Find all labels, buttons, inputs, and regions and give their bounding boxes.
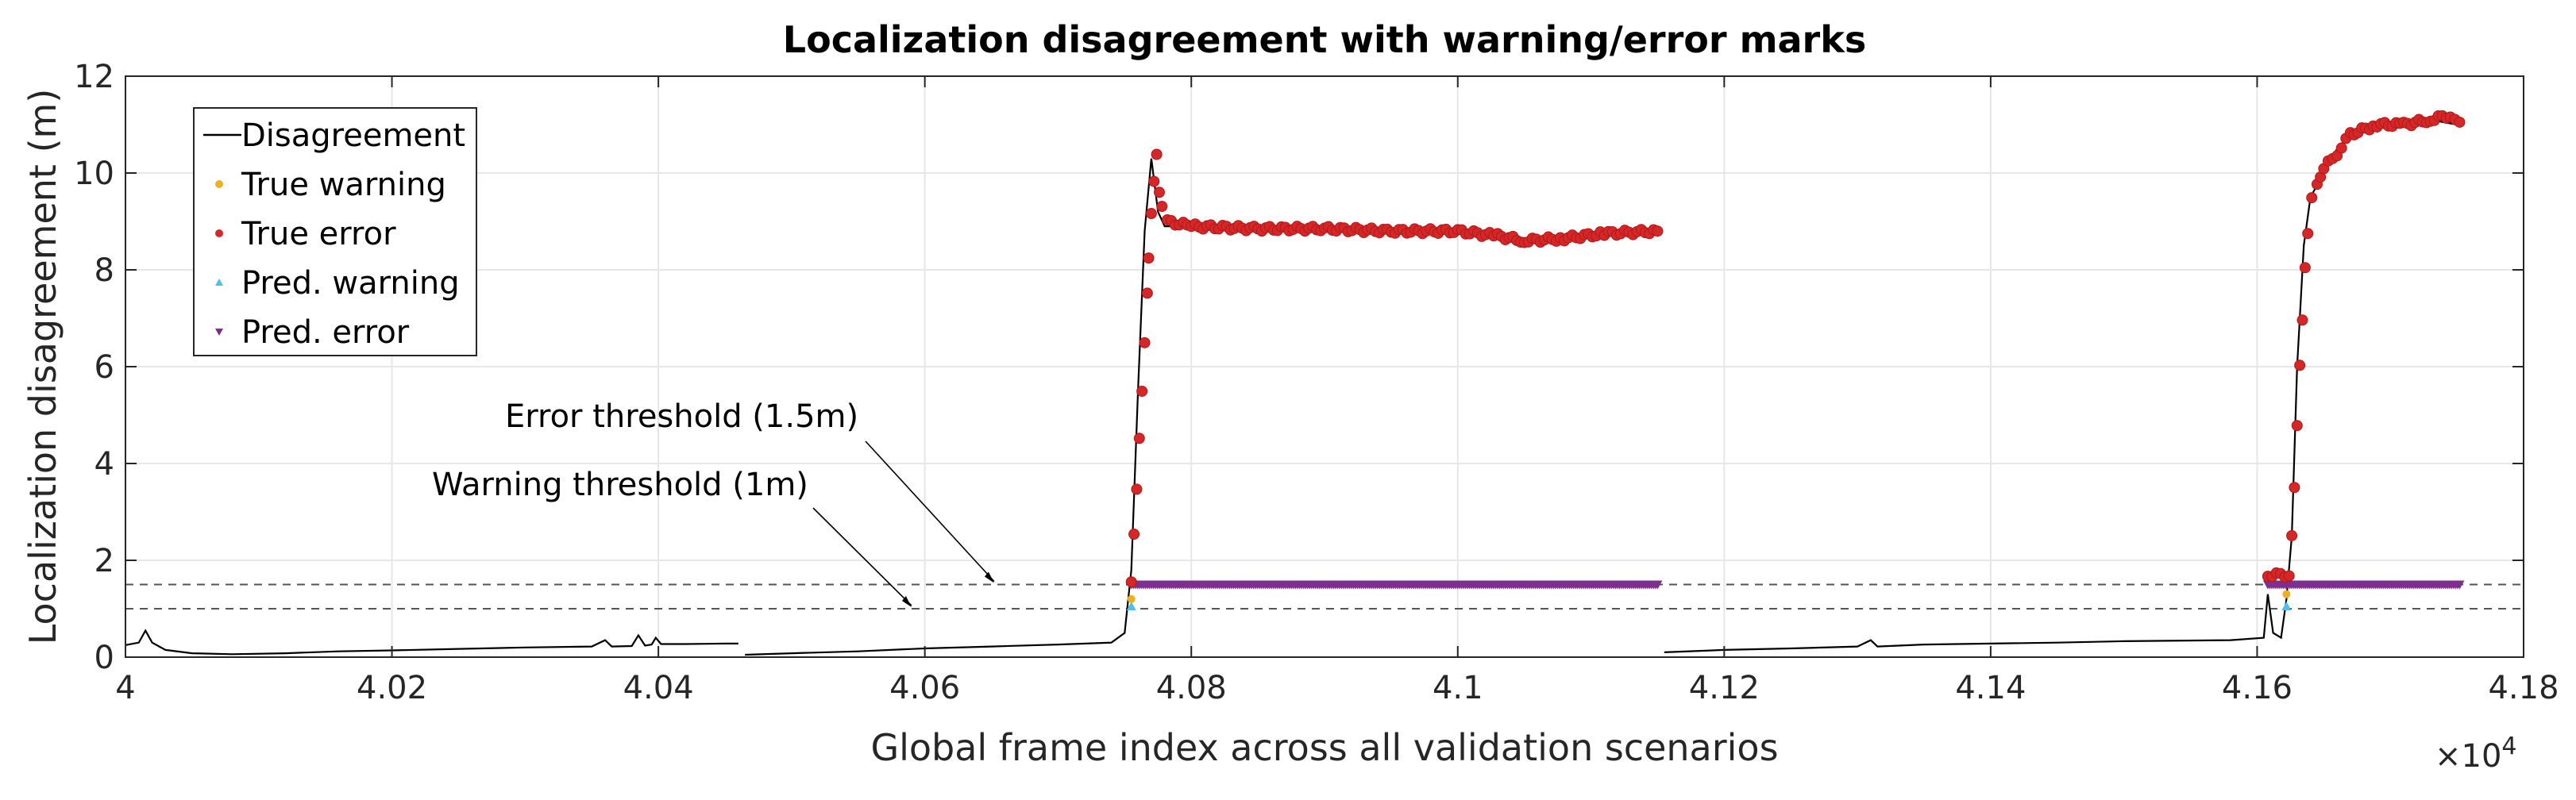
true-error-point bbox=[1131, 483, 1143, 495]
true-error-point bbox=[1145, 208, 1157, 220]
legend-swatch-true-error bbox=[215, 229, 223, 237]
true-error-point bbox=[1128, 529, 1140, 540]
legend-label: True warning bbox=[241, 167, 446, 203]
y-tick-label: 4 bbox=[94, 446, 114, 483]
x-multiplier-base: ×10 bbox=[2435, 738, 2501, 775]
warning-threshold-arrowhead bbox=[901, 596, 912, 607]
x-tick-label: 4.18 bbox=[2488, 670, 2559, 706]
legend-swatch-pred-warning bbox=[215, 279, 223, 286]
true-error-point bbox=[2291, 420, 2303, 432]
true-error-point bbox=[2454, 116, 2466, 128]
true-error-point bbox=[1652, 225, 1664, 237]
x-tick-label: 4.04 bbox=[623, 670, 694, 706]
true-error-point bbox=[1151, 148, 1163, 160]
warning-threshold-annotation: Warning threshold (1m) bbox=[432, 467, 808, 503]
true-error-point bbox=[1141, 287, 1153, 299]
chart-title: Localization disagreement with warning/e… bbox=[783, 18, 1866, 61]
series-layer bbox=[125, 110, 2466, 656]
error-threshold-arrow bbox=[865, 440, 995, 583]
true-error-point bbox=[1139, 337, 1151, 348]
y-tick-label: 10 bbox=[74, 156, 114, 192]
legend-box bbox=[193, 107, 477, 356]
x-tick-label: 4.1 bbox=[1433, 670, 1483, 706]
y-tick-label: 6 bbox=[94, 349, 114, 386]
disagreement-line bbox=[125, 629, 738, 656]
error-threshold-annotation: Error threshold (1.5m) bbox=[505, 398, 858, 435]
pred-warning-point bbox=[1126, 601, 1136, 610]
warning-threshold-arrow bbox=[812, 507, 912, 606]
true-error-point bbox=[2283, 570, 2295, 582]
x-tick-label: 4.16 bbox=[2222, 670, 2293, 706]
y-axis-label: Localization disagreement (m) bbox=[21, 89, 64, 645]
legend-label: Pred. error bbox=[241, 314, 410, 351]
true-error-point bbox=[1153, 187, 1165, 198]
y-tick-label: 2 bbox=[94, 543, 114, 579]
x-multiplier-exponent: 4 bbox=[2501, 733, 2516, 760]
true-error-point bbox=[2296, 314, 2308, 326]
y-tick-label: 0 bbox=[94, 640, 114, 676]
true-warning-point bbox=[1127, 594, 1136, 603]
x-axis-multiplier: ×104 bbox=[2435, 733, 2517, 775]
true-error-point bbox=[1133, 433, 1145, 444]
legend: Disagreement True warning True error Pred. … bbox=[193, 107, 477, 356]
legend-label: True error bbox=[241, 216, 396, 252]
x-tick-label: 4 bbox=[115, 670, 135, 706]
true-error-point bbox=[2306, 192, 2318, 204]
true-error-point bbox=[1156, 201, 1168, 213]
y-tick-label: 8 bbox=[94, 252, 114, 289]
true-error-point bbox=[2335, 142, 2347, 154]
true-error-point bbox=[1148, 175, 1160, 187]
legend-swatch-true-warning bbox=[215, 180, 223, 188]
x-tick-label: 4.02 bbox=[357, 670, 427, 706]
y-tick-label: 12 bbox=[74, 59, 114, 95]
true-error-point bbox=[2294, 360, 2306, 371]
legend-label: Pred. warning bbox=[241, 265, 460, 302]
x-tick-label: 4.08 bbox=[1156, 670, 1227, 706]
true-error-point bbox=[1143, 252, 1155, 264]
legend-label: Disagreement bbox=[241, 117, 465, 154]
true-error-point bbox=[2286, 529, 2298, 541]
true-warning-point bbox=[2282, 590, 2291, 598]
error-threshold-arrowhead bbox=[984, 571, 994, 583]
pred-error-point bbox=[1652, 580, 1663, 590]
axis-ticks: 4 4.02 4.04 4.06 4.08 4.1 4.12 4.14 4.16 4.18 0 2 4 6… bbox=[74, 59, 2559, 706]
true-error-point bbox=[1136, 385, 1148, 397]
legend-swatch-pred-error bbox=[215, 329, 223, 336]
x-tick-label: 4.12 bbox=[1689, 670, 1760, 706]
true-error-point bbox=[1125, 576, 1137, 588]
pred-warning-point bbox=[2281, 601, 2292, 610]
threshold-annotations: Error threshold (1.5m) Warning threshold … bbox=[432, 398, 995, 607]
true-error-point bbox=[2289, 482, 2300, 494]
x-tick-label: 4.06 bbox=[889, 670, 960, 706]
x-axis-label: Global frame index across all validation… bbox=[870, 726, 1778, 769]
x-tick-label: 4.14 bbox=[1955, 670, 2026, 706]
true-error-point bbox=[2302, 228, 2314, 240]
true-error-point bbox=[2299, 262, 2311, 274]
legend-items: Disagreement True warning True error Pred. … bbox=[203, 117, 465, 351]
pred-error-point bbox=[2455, 580, 2465, 590]
